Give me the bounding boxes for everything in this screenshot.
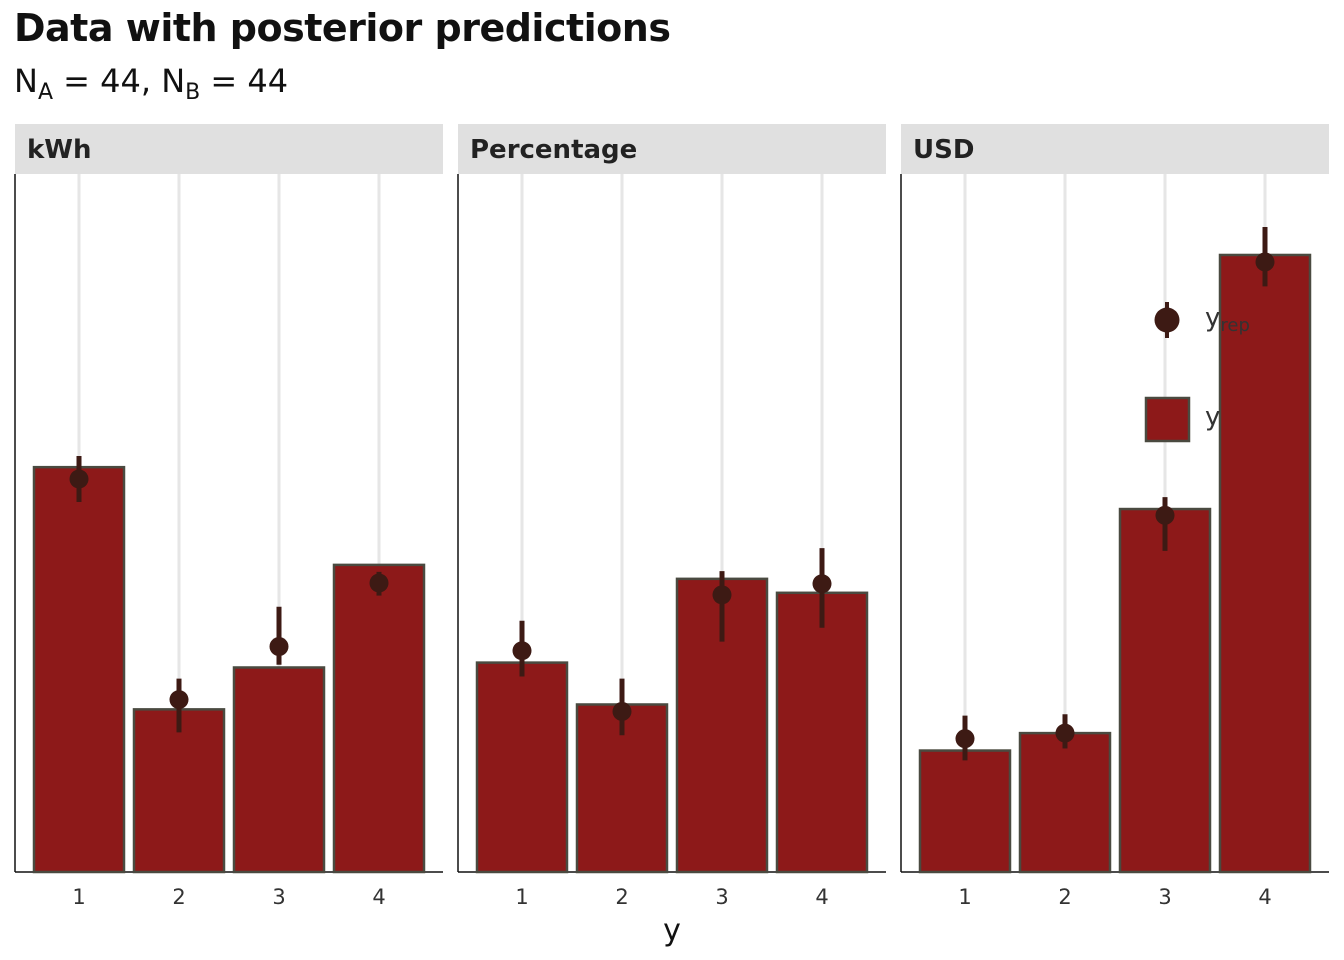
x-tick-label: 3 — [1158, 885, 1171, 909]
facet-strip — [458, 124, 886, 174]
bar — [775, 591, 869, 874]
facet-strip — [15, 124, 443, 174]
x-tick-label: 1 — [515, 885, 528, 909]
facet-strip-label: kWh — [27, 135, 91, 165]
facet-panels: kWh 1 2 3 4 Percentage 1 2 3 4 USD 1 2 3 4 — [14, 124, 1329, 909]
yrep-point — [512, 641, 532, 661]
yrep-point — [1155, 505, 1175, 525]
n-b-subscript: B — [185, 80, 201, 105]
bar — [1118, 507, 1212, 874]
bar — [1218, 253, 1312, 874]
legend-y-swatch — [1144, 396, 1191, 443]
x-tick-label: 1 — [72, 885, 85, 909]
bar — [1018, 731, 1112, 874]
facet-usd: USD 1 2 3 4 — [900, 124, 1329, 909]
n-b-value: = 44 — [200, 62, 289, 100]
bar — [232, 666, 326, 874]
yrep-point — [712, 585, 732, 605]
x-tick-label: 4 — [815, 885, 828, 909]
yrep-point — [169, 690, 189, 710]
yrep-point — [955, 729, 975, 749]
x-tick-label: 2 — [615, 885, 628, 909]
bar — [132, 708, 226, 874]
chart-subtitle: NA = 44, NB = 44 — [14, 62, 288, 105]
x-axis-title: y — [663, 913, 681, 948]
n-a-subscript: A — [37, 80, 53, 105]
n-a-prefix: N — [14, 62, 38, 100]
chart-title: Data with posterior predictions — [14, 6, 671, 50]
x-tick-label: 1 — [958, 885, 971, 909]
yrep-point — [269, 637, 289, 657]
x-tick-label: 2 — [172, 885, 185, 909]
bar — [918, 749, 1012, 874]
bar — [332, 563, 426, 874]
n-a-value: = 44, — [53, 62, 162, 100]
yrep-point — [612, 701, 632, 721]
legend-yrep-subscript: rep — [1220, 315, 1250, 336]
legend-yrep-point — [1154, 307, 1180, 333]
facet-percentage: Percentage 1 2 3 4 — [457, 124, 886, 909]
x-tick-label: 3 — [715, 885, 728, 909]
yrep-point — [369, 573, 389, 593]
n-b-prefix: N — [161, 62, 186, 100]
facet-strip-label: USD — [913, 135, 974, 165]
yrep-point — [69, 469, 89, 489]
facet-kwh: kWh 1 2 3 4 — [14, 124, 443, 909]
bar — [32, 465, 126, 874]
x-tick-label: 4 — [372, 885, 385, 909]
bar — [475, 661, 569, 874]
yrep-point — [812, 574, 832, 594]
x-tick-label: 3 — [272, 885, 285, 909]
legend-y-label: y — [1205, 402, 1220, 432]
x-tick-label: 2 — [1058, 885, 1071, 909]
yrep-point — [1255, 252, 1275, 272]
facet-strip-label: Percentage — [470, 135, 637, 165]
x-tick-label: 4 — [1258, 885, 1271, 909]
facet-strip — [901, 124, 1329, 174]
yrep-point — [1055, 723, 1075, 743]
